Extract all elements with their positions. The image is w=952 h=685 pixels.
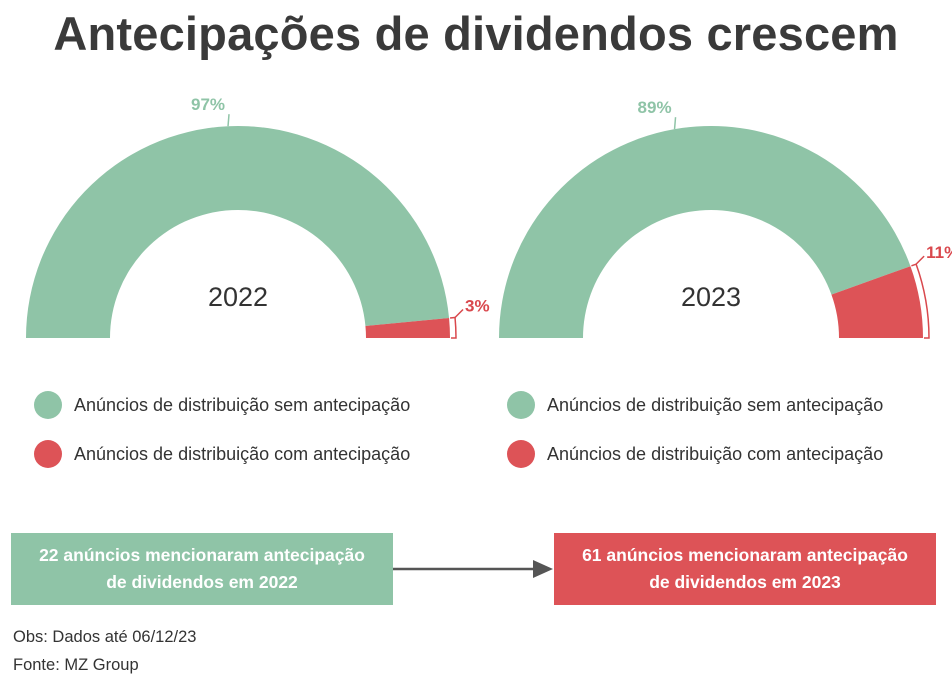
summary-line-1: 22 anúncios mencionaram antecipação <box>39 545 365 565</box>
semi-donut-chart-2022: 97% 3% 2022 <box>26 95 490 339</box>
slice-com-2023 <box>831 266 923 338</box>
leader-line-sem <box>227 114 230 127</box>
source-note: Fonte: MZ Group <box>13 656 139 674</box>
legend-item-com-2022: Anúncios de distribuição com antecipação <box>34 440 410 468</box>
leader-line-com <box>915 255 925 265</box>
data-label-com: 11% <box>926 243 952 262</box>
center-label: 2023 <box>681 282 741 312</box>
bracket-com <box>911 263 930 339</box>
slice-sem-2022 <box>26 125 450 339</box>
slice-com-2022 <box>365 318 450 338</box>
summary-box-2022: 22 anúncios mencionaram antecipação de d… <box>11 533 393 605</box>
summary-box-2023: 61 anúncios mencionaram antecipação de d… <box>554 533 936 605</box>
legend-item-sem-2022: Anúncios de distribuição sem antecipação <box>34 391 410 419</box>
legend-item-com-2023: Anúncios de distribuição com antecipação <box>507 440 883 468</box>
data-label-com: 3% <box>465 296 490 315</box>
legend-dot-sem-icon <box>507 391 535 419</box>
leader-line-com <box>454 308 464 319</box>
legend-dot-com-icon <box>34 440 62 468</box>
legend-label-sem: Anúncios de distribuição sem antecipação <box>547 394 884 415</box>
summary-line-1: 61 anúncios mencionaram antecipação <box>582 545 908 565</box>
summary-line-2: de dividendos em 2022 <box>106 572 298 592</box>
semi-donut-chart-2023: 89% 11% 2023 <box>499 98 952 339</box>
legend-item-sem-2023: Anúncios de distribuição sem antecipação <box>507 391 883 419</box>
legend-label-com: Anúncios de distribuição com antecipação <box>547 443 884 464</box>
data-label-sem: 97% <box>191 95 225 114</box>
slice-sem-2023 <box>499 126 911 338</box>
data-label-sem: 89% <box>638 98 672 117</box>
arrow-icon <box>393 560 553 578</box>
legend-label-sem: Anúncios de distribuição sem antecipação <box>74 394 411 415</box>
obs-note: Obs: Dados até 06/12/23 <box>13 628 197 646</box>
summary-line-2: de dividendos em 2023 <box>649 572 841 592</box>
page-title: Antecipações de dividendos crescem <box>53 7 899 60</box>
legend-dot-com-icon <box>507 440 535 468</box>
legend-dot-sem-icon <box>34 391 62 419</box>
center-label: 2022 <box>208 282 268 312</box>
legend-label-com: Anúncios de distribuição com antecipação <box>74 443 411 464</box>
bracket-com <box>449 316 457 339</box>
leader-line-sem <box>673 117 677 130</box>
